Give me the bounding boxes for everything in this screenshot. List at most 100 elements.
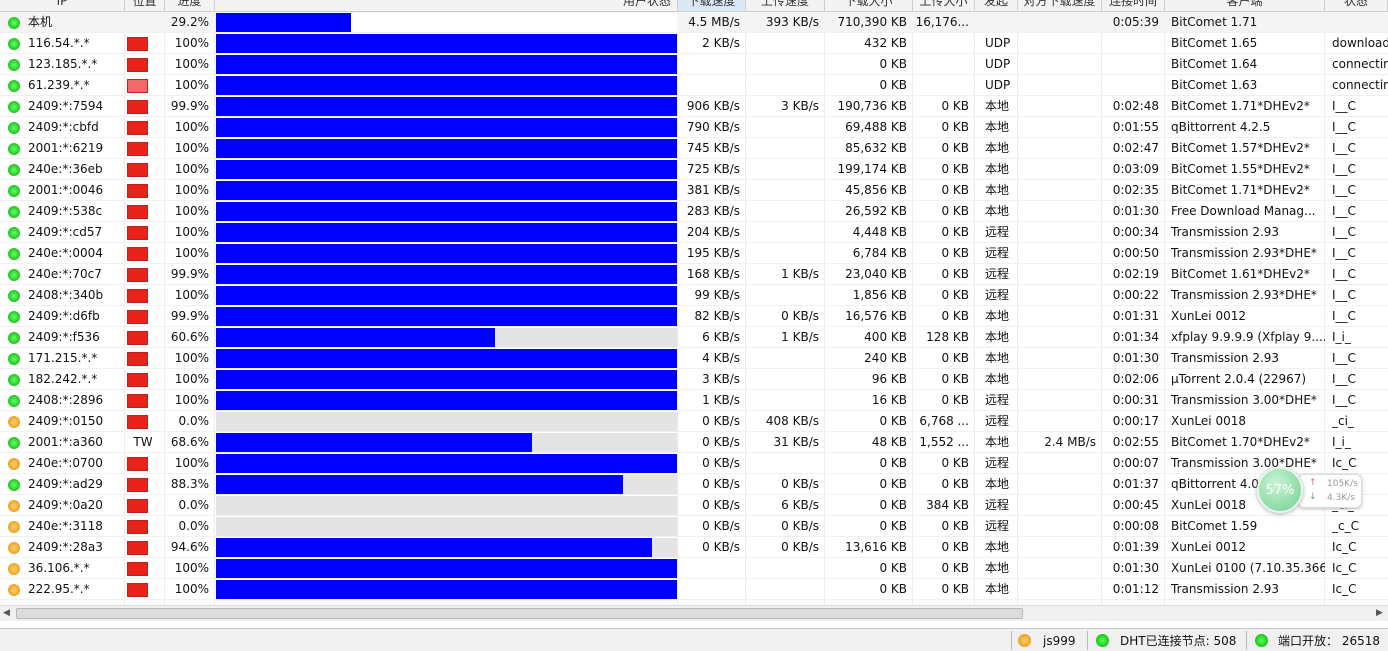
peer-row[interactable]: 240e:*:0004 100% 195 KB/s 6,784 KB 0 KB 远程 0:0… bbox=[0, 243, 1388, 264]
peer-row[interactable]: 182.242.*.* 100% 3 KB/s 96 KB 0 KB 本地 0:02:06 µ… bbox=[0, 369, 1388, 390]
cell-text: 2001:*:a360 bbox=[28, 435, 103, 449]
cell-text: 16,176... bbox=[915, 15, 969, 29]
column-header[interactable]: 客户端 bbox=[1165, 0, 1325, 12]
cell-text: 2 KB/s bbox=[702, 36, 740, 50]
peer-row[interactable]: 2409:*:f536 60.6% 6 KB/s 1 KB/s 400 KB 128 KB… bbox=[0, 327, 1388, 348]
peer-row[interactable]: 2409:*:28a3 94.6% 0 KB/s 0 KB/s 13,616 KB 0 K… bbox=[0, 537, 1388, 558]
progress-fill bbox=[216, 580, 677, 599]
peer-row[interactable]: 240e:*:36eb 100% 725 KB/s 199,174 KB 0 KB 本地 0… bbox=[0, 159, 1388, 180]
cell-text: 0:01:31 bbox=[1112, 309, 1159, 323]
cell-text: 0 KB bbox=[879, 414, 907, 428]
peer-row[interactable]: 222.95.*.* 100% 0 KB 0 KB 本地 0:01:12 Transmiss… bbox=[0, 579, 1388, 600]
peer-icon bbox=[8, 248, 20, 260]
cell-text: 远程 bbox=[985, 246, 1010, 260]
peer-row[interactable]: 2408:*:2896 100% 1 KB/s 16 KB 0 KB 远程 0:00:31 T… bbox=[0, 390, 1388, 411]
cell-text: 0 KB/s bbox=[702, 498, 740, 512]
cell-text: 182.242.*.* bbox=[28, 372, 98, 386]
cell-text: 远程 bbox=[985, 498, 1010, 512]
cell-text: BitComet 1.65 bbox=[1171, 36, 1258, 50]
progress-bar bbox=[216, 475, 677, 494]
dht-nodes: DHT已连接节点: 508 bbox=[1120, 634, 1237, 648]
peer-row[interactable]: 240e:*:0700 100% 0 KB/s 0 KB 0 KB 远程 0:00:07 Tr… bbox=[0, 453, 1388, 474]
cell-text: 2409:*:ad29 bbox=[28, 477, 103, 491]
column-header[interactable]: 下载速度 bbox=[678, 0, 746, 12]
peer-row[interactable]: 2409:*:7594 99.9% 906 KB/s 3 KB/s 190,736 KB… bbox=[0, 96, 1388, 117]
progress-bar bbox=[216, 559, 677, 578]
peer-icon bbox=[8, 38, 20, 50]
cell-text: 0:01:34 bbox=[1112, 330, 1159, 344]
peer-row[interactable]: 本机 29.2% 4.5 MB/s 393 KB/s 710,390 KB 16,176.… bbox=[0, 12, 1388, 33]
column-header[interactable]: 对方下载速度 bbox=[1018, 0, 1102, 12]
column-header[interactable]: 下载大小 bbox=[825, 0, 913, 12]
scroll-right[interactable]: ▶ bbox=[1376, 608, 1383, 618]
cell-text: 0 KB bbox=[941, 288, 969, 302]
cell-text: 128 KB bbox=[926, 330, 969, 344]
usage-circle[interactable]: 57% bbox=[1257, 467, 1303, 513]
peer-row[interactable]: 2409:*:0a20 0.0% 0 KB/s 6 KB/s 0 KB 384 KB 远程 0… bbox=[0, 495, 1388, 516]
peer-row[interactable]: 2001:*:a360 TW 68.6% 0 KB/s 31 KB/s 48 KB 1,55… bbox=[0, 432, 1388, 453]
cell-text: 0:00:17 bbox=[1112, 414, 1159, 428]
peer-row[interactable]: 2409:*:0150 0.0% 0 KB/s 408 KB/s 0 KB 6,768 .… bbox=[0, 411, 1388, 432]
cell-text: Transmission 2.93 bbox=[1171, 225, 1280, 239]
cell-text: 100% bbox=[174, 141, 209, 155]
cell-text: BitComet 1.71*DHEv2* bbox=[1171, 183, 1310, 197]
h-scrollbar[interactable]: ◀ ▶ bbox=[0, 605, 1388, 621]
cell-text: XunLei 0012 bbox=[1171, 309, 1246, 323]
cell-text: 100% bbox=[174, 246, 209, 260]
column-header[interactable]: 用户状态 bbox=[215, 0, 678, 12]
peer-row[interactable]: 240e:*:3118 0.0% 0 KB/s 0 KB/s 0 KB 0 KB 远程 0:0… bbox=[0, 516, 1388, 537]
peer-icon bbox=[8, 227, 20, 239]
column-header[interactable]: 连接时间 bbox=[1102, 0, 1165, 12]
progress-bar bbox=[216, 244, 677, 263]
cell-text: 94.6% bbox=[170, 540, 209, 554]
cell-text: XunLei 0018 bbox=[1171, 414, 1246, 428]
peer-row[interactable]: 2408:*:340b 100% 99 KB/s 1,856 KB 0 KB 远程 0:00… bbox=[0, 285, 1388, 306]
speed-widget[interactable]: ↑ 105K/s ↓ 4.3K/s bbox=[1298, 474, 1362, 508]
progress-bar bbox=[216, 13, 677, 32]
peer-row[interactable]: 123.185.*.* 100% 0 KB UDP BitComet 1.64 conne… bbox=[0, 54, 1388, 75]
peer-row[interactable]: 2001:*:0046 100% 381 KB/s 45,856 KB 0 KB 本地 0:… bbox=[0, 180, 1388, 201]
cell-text: 2409:*:cbfd bbox=[28, 120, 99, 134]
column-header[interactable]: 发起 bbox=[975, 0, 1018, 12]
peer-row[interactable]: 240e:*:70c7 99.9% 168 KB/s 1 KB/s 23,040 KB 0… bbox=[0, 264, 1388, 285]
peer-row[interactable]: 2409:*:cbfd 100% 790 KB/s 69,488 KB 0 KB 本地 0:… bbox=[0, 117, 1388, 138]
peer-row[interactable]: 2409:*:ad29 88.3% 0 KB/s 0 KB/s 0 KB 0 KB 本地 0:… bbox=[0, 474, 1388, 495]
cell-text: 100% bbox=[174, 204, 209, 218]
column-separator bbox=[1101, 12, 1102, 605]
cell-text: 0:00:34 bbox=[1112, 225, 1159, 239]
cell-text: 100% bbox=[174, 351, 209, 365]
peer-row[interactable]: 36.106.*.* 100% 0 KB 0 KB 本地 0:01:30 XunLei 01… bbox=[0, 558, 1388, 579]
peer-icon bbox=[8, 353, 20, 365]
scroll-left[interactable]: ◀ bbox=[3, 608, 10, 618]
peer-row[interactable]: 171.215.*.* 100% 4 KB/s 240 KB 0 KB 本地 0:01:30… bbox=[0, 348, 1388, 369]
cell-text: 0 KB/s bbox=[702, 519, 740, 533]
cell-text: 0 KB bbox=[879, 57, 907, 71]
peer-icon bbox=[8, 437, 20, 449]
column-header[interactable]: 上传大小 bbox=[913, 0, 975, 12]
cell-text: 100% bbox=[174, 393, 209, 407]
cell-text: 0 KB bbox=[879, 498, 907, 512]
column-header[interactable]: 位置 bbox=[125, 0, 165, 12]
cell-text: 0:00:08 bbox=[1112, 519, 1159, 533]
column-header[interactable]: 进度 bbox=[165, 0, 215, 12]
column-header[interactable]: 上传速度 bbox=[746, 0, 825, 12]
scroll-thumb[interactable] bbox=[16, 608, 1023, 619]
progress-fill bbox=[216, 286, 677, 305]
peer-row[interactable]: 2001:*:6219 100% 745 KB/s 85,632 KB 0 KB 本地 0:… bbox=[0, 138, 1388, 159]
progress-fill bbox=[216, 97, 677, 116]
cell-text: 远程 bbox=[985, 519, 1010, 533]
peer-row[interactable]: 2409:*:cd57 100% 204 KB/s 4,448 KB 0 KB 远程 0:0… bbox=[0, 222, 1388, 243]
peer-row[interactable]: 2409:*:d6fb 99.9% 82 KB/s 0 KB/s 16,576 KB 0 … bbox=[0, 306, 1388, 327]
peer-row[interactable]: 2409:*:538c 100% 283 KB/s 26,592 KB 0 KB 本地 0:… bbox=[0, 201, 1388, 222]
column-header[interactable]: IP bbox=[0, 0, 125, 12]
column-header[interactable]: 状态 bbox=[1325, 0, 1388, 12]
peer-row[interactable]: 116.54.*.* 100% 2 KB/s 432 KB UDP BitComet 1.… bbox=[0, 33, 1388, 54]
peer-row[interactable]: 61.239.*.* 100% 0 KB UDP BitComet 1.63 connec… bbox=[0, 75, 1388, 96]
peer-icon bbox=[8, 416, 20, 428]
cell-text: 100% bbox=[174, 78, 209, 92]
cell-text: 6 KB/s bbox=[702, 330, 740, 344]
cell-text: 393 KB/s bbox=[765, 15, 819, 29]
cell-text: xfplay 9.9.9.9 (Xfplay 9.... bbox=[1171, 330, 1325, 344]
up-arrow: ↑ bbox=[1309, 478, 1317, 488]
cell-text: 远程 bbox=[985, 267, 1010, 281]
